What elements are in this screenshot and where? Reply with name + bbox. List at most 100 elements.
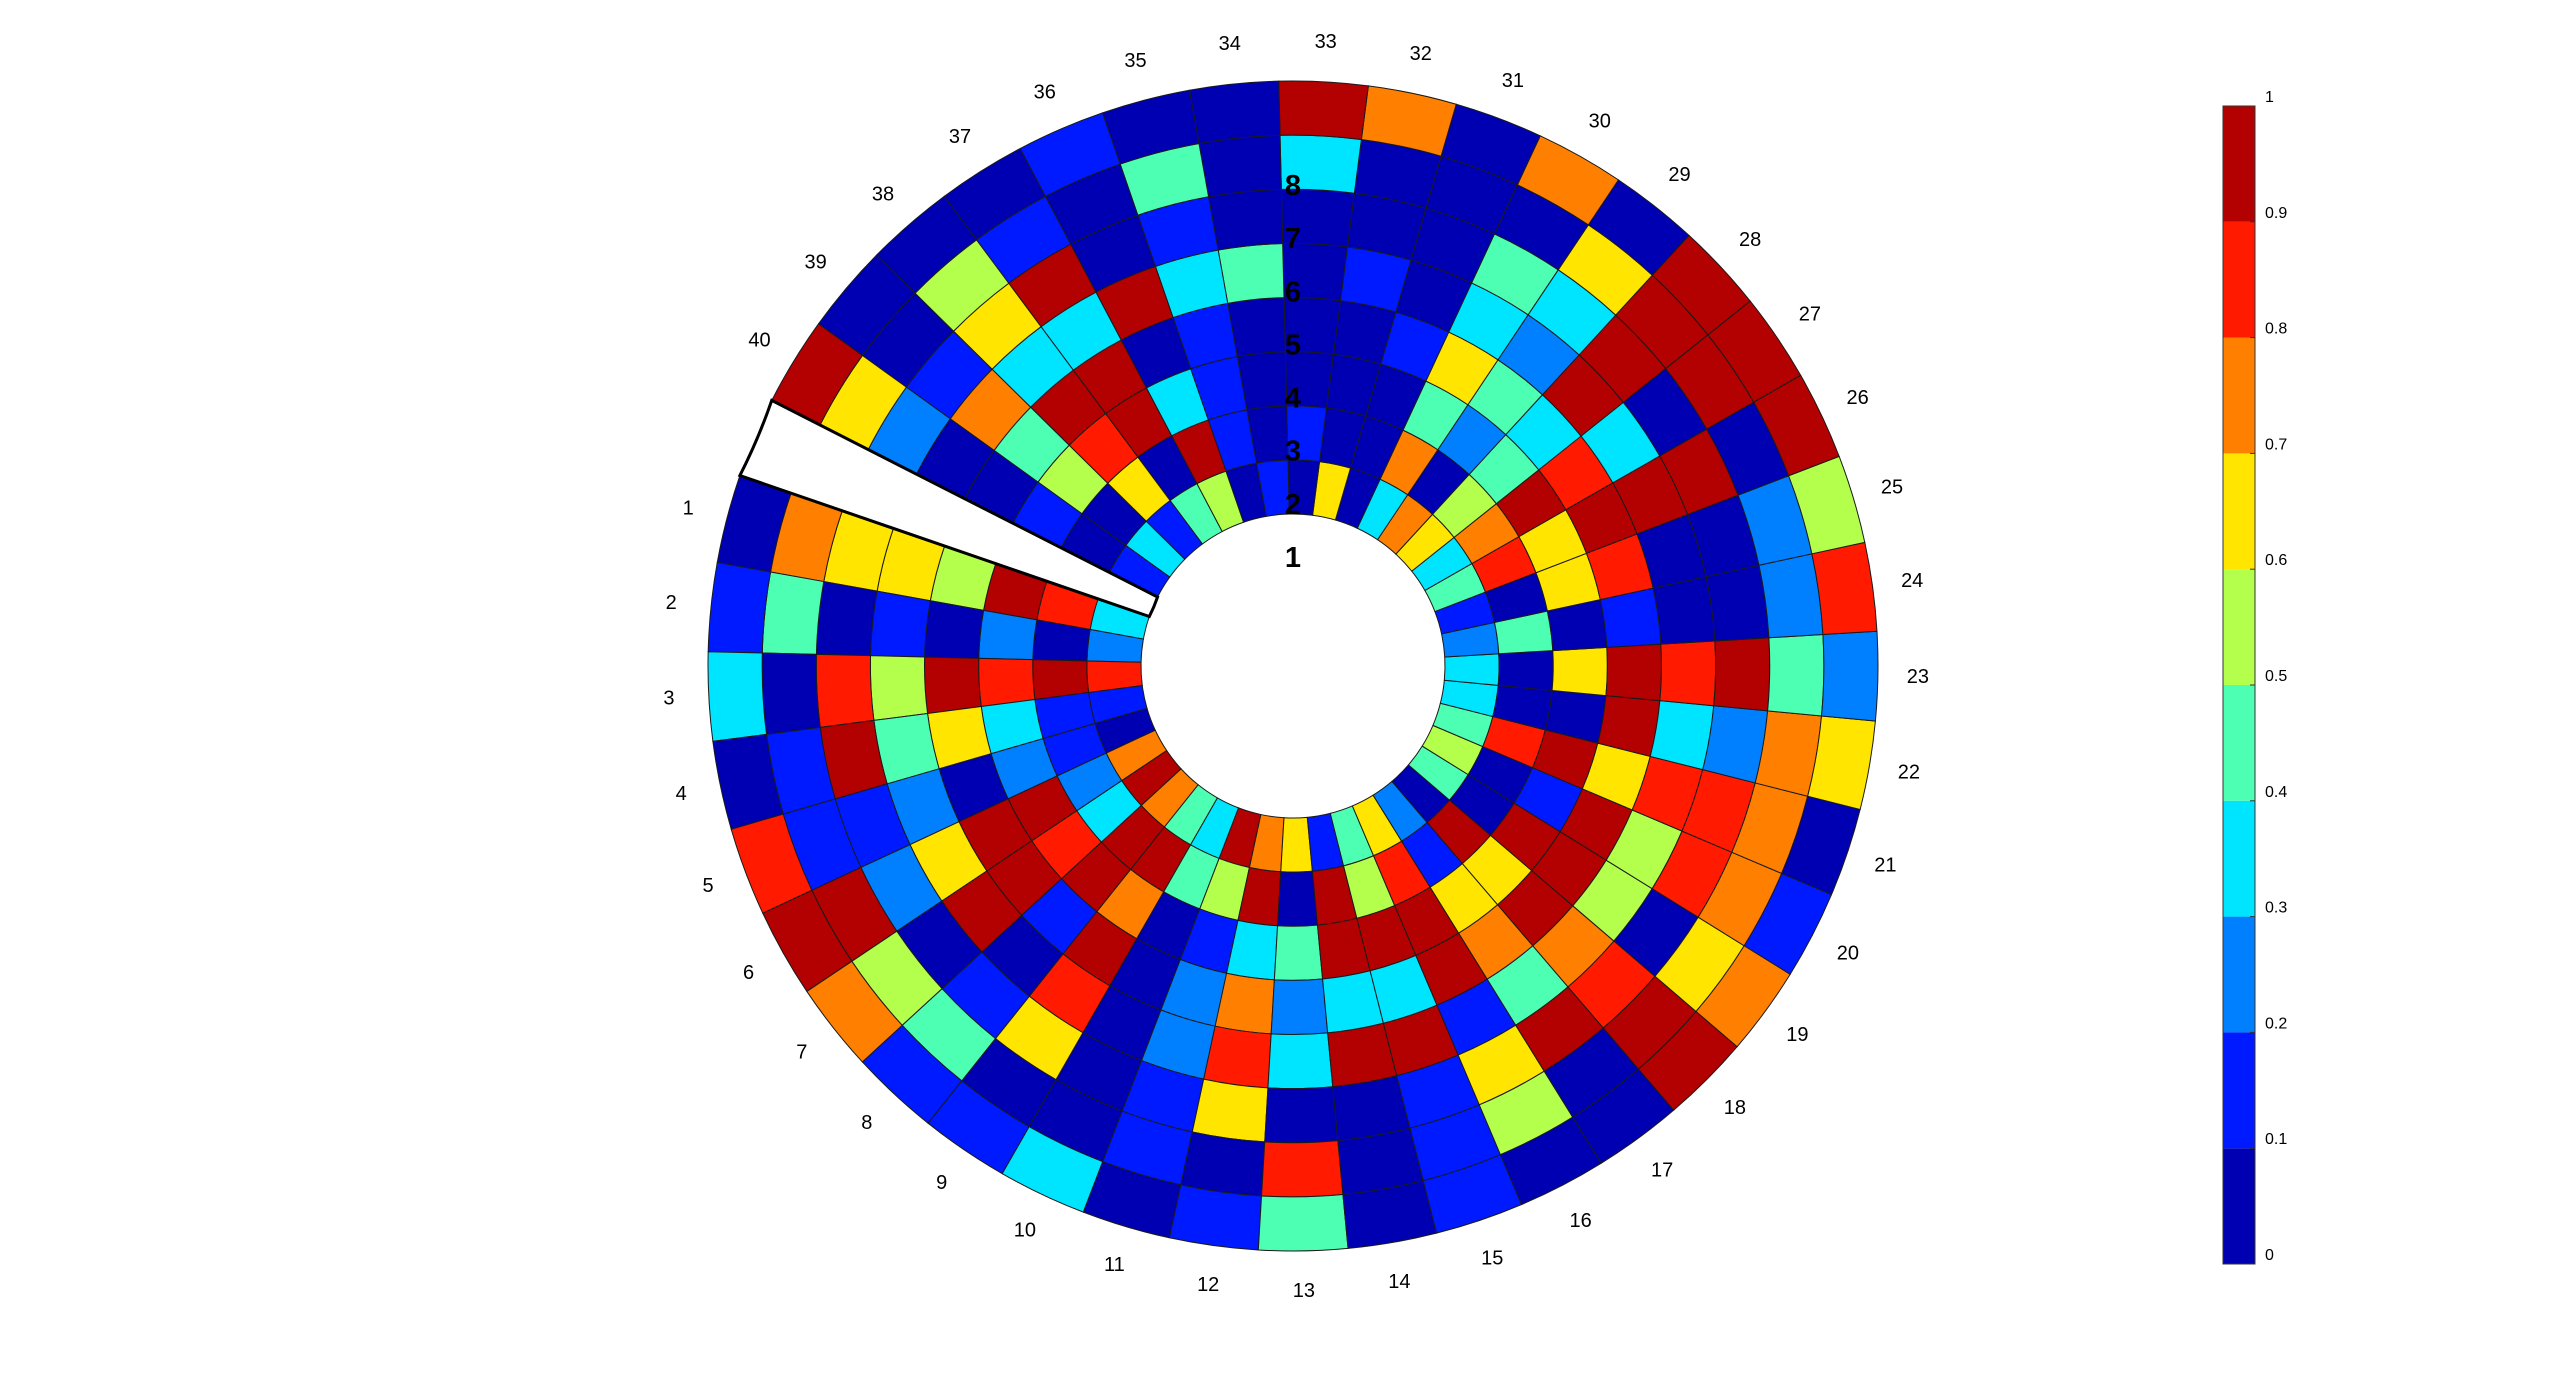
heatmap-cell-sector-13-ring-7 [1260,1140,1344,1198]
sector-label-37: 37 [949,126,971,148]
colorbar-tick-label: 0.2 [2265,1015,2287,1032]
heatmap-cell-sector-3-ring-5 [869,655,929,721]
heatmap-cells [707,80,1879,1252]
colorbar-band-3 [2223,800,2255,917]
sector-label-23: 23 [1907,666,1929,688]
colorbar-bands [2223,106,2255,1264]
sector-label-30: 30 [1589,111,1611,133]
sector-label-29: 29 [1668,164,1690,186]
ring-label-4: 4 [1285,383,1301,415]
heatmap-cell-sector-34-ring-8 [1188,80,1281,145]
sector-label-27: 27 [1799,304,1821,326]
sector-label-26: 26 [1846,387,1868,409]
heatmap-cell-sector-12-ring-5 [1203,1025,1272,1089]
heatmap-cell-sector-23-ring-6 [1713,637,1771,712]
heatmap-cell-sector-23-ring-4 [1605,643,1662,702]
sector-label-31: 31 [1502,70,1524,92]
heatmap-cell-sector-34-ring-7 [1198,134,1282,198]
heatmap-cell-sector-22-ring-5 [1649,700,1715,771]
sector-label-7: 7 [796,1042,807,1064]
heatmap-cell-sector-13-ring-6 [1264,1086,1339,1144]
colorbar-tick-label: 0.8 [2265,321,2287,338]
heatmap-cell-sector-2-ring-4 [924,600,985,659]
sector-label-15: 15 [1481,1247,1503,1269]
heatmap-cell-sector-2-ring-8 [707,561,772,654]
colorbar-tick-label: 0.4 [2265,784,2287,801]
sector-label-25: 25 [1881,476,1903,498]
ring-label-2: 2 [1285,489,1301,521]
heatmap-cell-sector-3-ring-4 [924,656,982,715]
colorbar-tick-label: 0.1 [2265,1131,2287,1148]
heatmap-cell-sector-24-ring-7 [1758,553,1824,639]
sector-label-2: 2 [666,592,677,614]
sector-label-39: 39 [804,252,826,274]
heatmap-cell-sector-24-ring-6 [1705,564,1770,642]
heatmap-cell-sector-12-ring-7 [1180,1131,1266,1197]
sector-label-6: 6 [743,962,754,984]
heatmap-cell-sector-23-ring-2 [1497,650,1554,692]
heatmap-cell-sector-24-ring-8 [1811,541,1878,636]
heatmap-cell-sector-34-ring-5 [1217,242,1285,304]
sector-label-38: 38 [872,183,894,205]
colorbar-tick-label: 0.3 [2265,900,2287,917]
colorbar-band-6 [2223,453,2255,570]
ring-label-5: 5 [1285,329,1301,361]
heatmap-cell-sector-23-ring-5 [1659,640,1717,707]
heatmap-cell-sector-13-ring-4 [1270,978,1329,1035]
sector-label-10: 10 [1014,1220,1036,1242]
colorbar-band-8 [2223,221,2255,338]
colorbar-tick-label: 1 [2265,89,2274,106]
sector-label-33: 33 [1315,31,1337,53]
heatmap-cell-sector-13-ring-5 [1267,1032,1334,1090]
colorbar-band-0 [2223,1148,2255,1264]
heatmap-cell-sector-34-ring-4 [1227,297,1286,358]
colorbar-tick-label: 0.7 [2265,436,2287,453]
sector-label-20: 20 [1837,943,1859,965]
colorbar-band-9 [2223,106,2255,222]
sector-label-3: 3 [663,688,674,710]
sector-label-24: 24 [1901,570,1923,592]
heatmap-cell-sector-13-ring-2 [1277,870,1319,927]
sector-label-34: 34 [1219,33,1241,55]
colorbar-band-7 [2223,337,2255,454]
heatmap-cell-sector-23-ring-7 [1767,633,1825,717]
heatmap-cell-sector-3-ring-6 [815,653,875,728]
colorbar-band-2 [2223,916,2255,1033]
colorbar-ticks: 0 0.1 0.2 0.3 0.4 0.5 0.6 0.7 0.8 0.9 1 [2250,89,2287,1265]
sector-label-22: 22 [1898,761,1920,783]
heatmap-cell-sector-23-ring-1 [1443,653,1500,686]
heatmap-cell-sector-33-ring-8 [1278,80,1369,141]
sector-label-18: 18 [1724,1097,1746,1119]
sector-label-1: 1 [683,498,694,520]
heatmap-cell-sector-3-ring-8 [707,651,768,742]
sector-label-19: 19 [1786,1024,1808,1046]
ring-label-1: 1 [1285,542,1301,574]
sector-label-14: 14 [1388,1271,1410,1293]
heatmap-cell-sector-2-ring-7 [761,571,825,655]
heatmap-cell-sector-3-ring-7 [761,652,821,735]
chart-outline-path [737,398,1160,619]
sector-label-21: 21 [1874,854,1896,876]
colorbar: 0 0.1 0.2 0.3 0.4 0.5 0.6 0.7 0.8 0.9 1 [2222,89,2287,1265]
sector-label-28: 28 [1739,229,1761,251]
heatmap-cell-sector-13-ring-8 [1257,1193,1349,1252]
heatmap-cell-sector-23-ring-8 [1820,630,1879,722]
sector-label-17: 17 [1651,1159,1673,1181]
chart-outline [737,398,1160,619]
colorbar-tick-label: 0.6 [2265,552,2287,569]
heatmap-cell-sector-3-ring-3 [978,657,1036,708]
sector-label-35: 35 [1124,50,1146,72]
colorbar-band-1 [2223,1032,2255,1149]
colorbar-tick-label: 0.5 [2265,668,2287,685]
sector-label-12: 12 [1197,1274,1219,1296]
heatmap-cell-sector-2-ring-6 [815,580,878,657]
ring-label-7: 7 [1285,223,1301,255]
ring-label-3: 3 [1285,436,1301,468]
heatmap-cell-sector-2-ring-5 [869,590,931,658]
heatmap-cell-sector-24-ring-5 [1652,576,1716,645]
ring-label-6: 6 [1285,276,1301,308]
heatmap-cell-sector-34-ring-6 [1207,188,1284,251]
heatmap-cell-sector-12-ring-8 [1168,1184,1263,1251]
